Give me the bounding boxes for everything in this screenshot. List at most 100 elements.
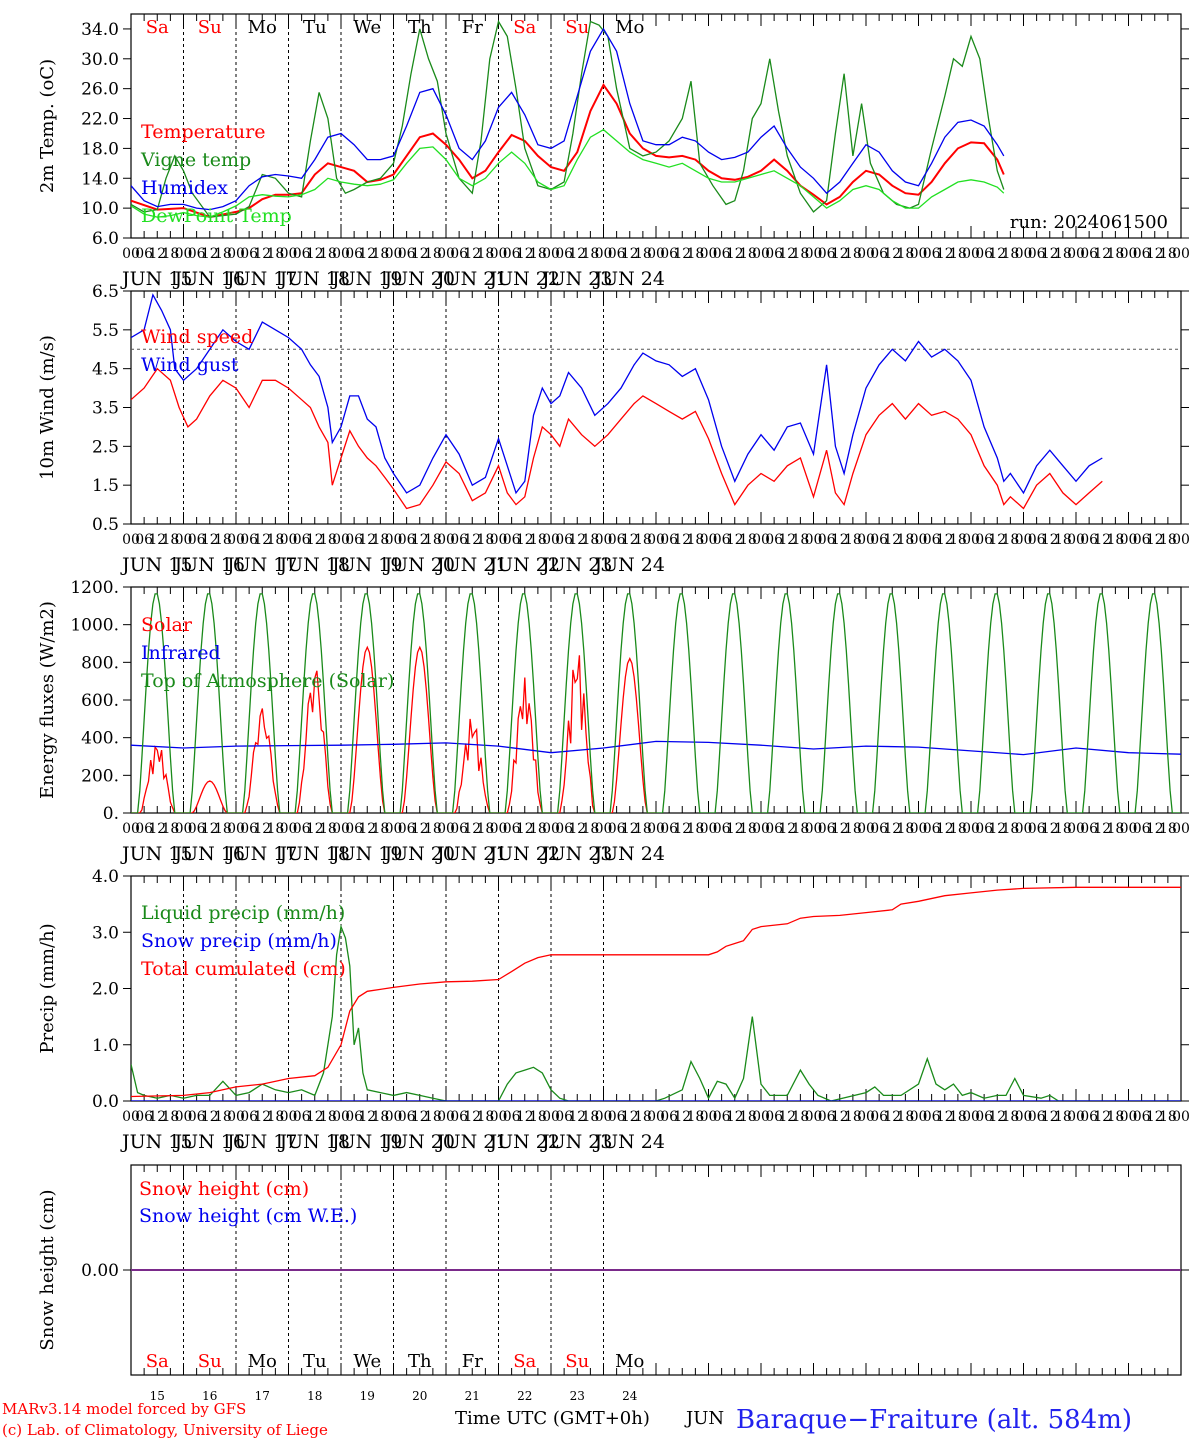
x-tick-label: 06: [450, 532, 468, 548]
x-tick-label: 18: [319, 821, 337, 837]
x-tick-label: 12: [306, 821, 324, 837]
x-date-label: JUN 23: [540, 1131, 612, 1153]
x-date-label: JUN 21: [435, 843, 507, 865]
y-tick-label: 2.5: [92, 437, 119, 457]
x-tick-label: 00: [542, 821, 560, 837]
x-tick-label: 18: [791, 532, 809, 548]
x-tick-label: 18: [424, 821, 442, 837]
x-tick-label: 12: [516, 1109, 534, 1125]
x-tick-label: 18: [1106, 1109, 1124, 1125]
x-tick-label: 00: [1120, 532, 1138, 548]
x-tick-label: 12: [831, 246, 849, 262]
x-tick-label: 06: [293, 821, 311, 837]
x-tick-label: 06: [503, 532, 521, 548]
x-tick-label: 00: [805, 246, 823, 262]
x-tick-label: 18: [1001, 821, 1019, 837]
x-date-label: JUN 23: [540, 843, 612, 865]
x-tick-label: 00: [280, 821, 298, 837]
x-tick-label: 18: [791, 246, 809, 262]
x-tick-label: 18: [371, 821, 389, 837]
x-tick-label: 06: [1080, 1109, 1098, 1125]
y-tick-label: 1200.: [70, 578, 119, 598]
weekday-label: Sa: [513, 17, 536, 38]
x-date-label: JUN 15: [120, 1131, 192, 1153]
x-tick-label: 12: [148, 1109, 166, 1125]
panel-energy: 0. 200. 400. 600. 800. 1000. 1200. Energy fluxe…: [37, 578, 1190, 865]
x-tick-label: 00: [595, 246, 613, 262]
x-tick-label: 12: [253, 246, 271, 262]
x-tick-label: 06: [1028, 1109, 1046, 1125]
x-tick-label: 12: [726, 1109, 744, 1125]
x-tick-label: 00: [227, 532, 245, 548]
day-number-label: 17: [255, 1389, 270, 1403]
x-tick-label: 00: [122, 1109, 140, 1125]
x-tick-label: 12: [201, 246, 219, 262]
y-tick-label: 26.0: [81, 80, 119, 100]
legend-entry: Solar: [141, 614, 193, 636]
footer: MARv3.14 model forced by GFS (c) Lab. of…: [2, 1400, 1132, 1439]
x-tick-label: 00: [490, 1109, 508, 1125]
x-tick-label: 18: [1001, 246, 1019, 262]
x-tick-label: 00: [332, 532, 350, 548]
x-tick-label: 12: [883, 821, 901, 837]
x-tick-label: 00: [1067, 1109, 1085, 1125]
x-tick-label: 00: [227, 1109, 245, 1125]
x-tick-label: 18: [844, 1109, 862, 1125]
x-tick-label: 06: [1080, 821, 1098, 837]
series-line-infrared: [131, 740, 1181, 756]
x-tick-label: 12: [988, 821, 1006, 837]
x-tick-label: 06: [608, 821, 626, 837]
series-group: [131, 593, 1181, 813]
weekday-label: Su: [565, 17, 589, 38]
x-tick-label: 06: [713, 246, 731, 262]
series-line-top-of-atmosphere-solar: [131, 593, 1181, 813]
x-date-label: JUN 23: [540, 554, 612, 576]
x-tick-label: 00: [752, 246, 770, 262]
series-line-wind-speed: [131, 367, 1103, 510]
x-tick-label: 12: [253, 1109, 271, 1125]
x-tick-label: 00: [490, 246, 508, 262]
x-tick-label: 06: [1028, 821, 1046, 837]
x-tick-label: 06: [1133, 532, 1151, 548]
x-tick-label: 12: [358, 246, 376, 262]
weekday-label: Th: [408, 17, 432, 38]
x-tick-label: 06: [975, 821, 993, 837]
x-tick-label: 06: [818, 1109, 836, 1125]
x-date-label: JUN 23: [540, 268, 612, 290]
y-tick-label: 2.0: [92, 980, 119, 1000]
x-tick-label: 18: [581, 1109, 599, 1125]
x-tick-label: 06: [975, 532, 993, 548]
x-tick-label: 18: [634, 532, 652, 548]
x-date-label: JUN 17: [225, 1131, 297, 1153]
legend-entry: Vigne temp: [140, 149, 251, 171]
x-tick-label: 18: [791, 1109, 809, 1125]
weekday-label: Sa: [146, 1351, 169, 1372]
x-tick-label: 00: [1120, 821, 1138, 837]
x-tick-label: 12: [988, 532, 1006, 548]
day-number-label: 22: [517, 1389, 532, 1403]
panel-snow: 0.00 Snow height (cm) Snow height (cm) Snow…: [37, 1164, 1189, 1403]
x-tick-label: 06: [398, 532, 416, 548]
x-tick-label: 18: [949, 821, 967, 837]
weekday-label: Tu: [303, 17, 327, 38]
x-tick-label: 18: [529, 821, 547, 837]
x-tick-label: 06: [870, 532, 888, 548]
x-tick-label: 18: [1159, 532, 1177, 548]
x-tick-label: 18: [1159, 1109, 1177, 1125]
x-tick-label: 06: [765, 246, 783, 262]
legend-entry: Humidex: [141, 177, 228, 199]
x-tick-label: 12: [463, 821, 481, 837]
x-tick-label: 18: [371, 532, 389, 548]
x-tick-label: 18: [739, 1109, 757, 1125]
x-tick-label: 12: [621, 532, 639, 548]
x-tick-label: 06: [345, 821, 363, 837]
legend-entry: Temperature: [141, 121, 265, 143]
x-tick-label: 00: [490, 821, 508, 837]
x-tick-label: 00: [910, 246, 928, 262]
y-tick-label: 4.5: [92, 360, 119, 380]
series-line-dewpoint-temp: [131, 128, 1005, 218]
x-tick-label: 12: [778, 532, 796, 548]
x-tick-label: 12: [1146, 532, 1164, 548]
x-tick-label: 00: [332, 821, 350, 837]
